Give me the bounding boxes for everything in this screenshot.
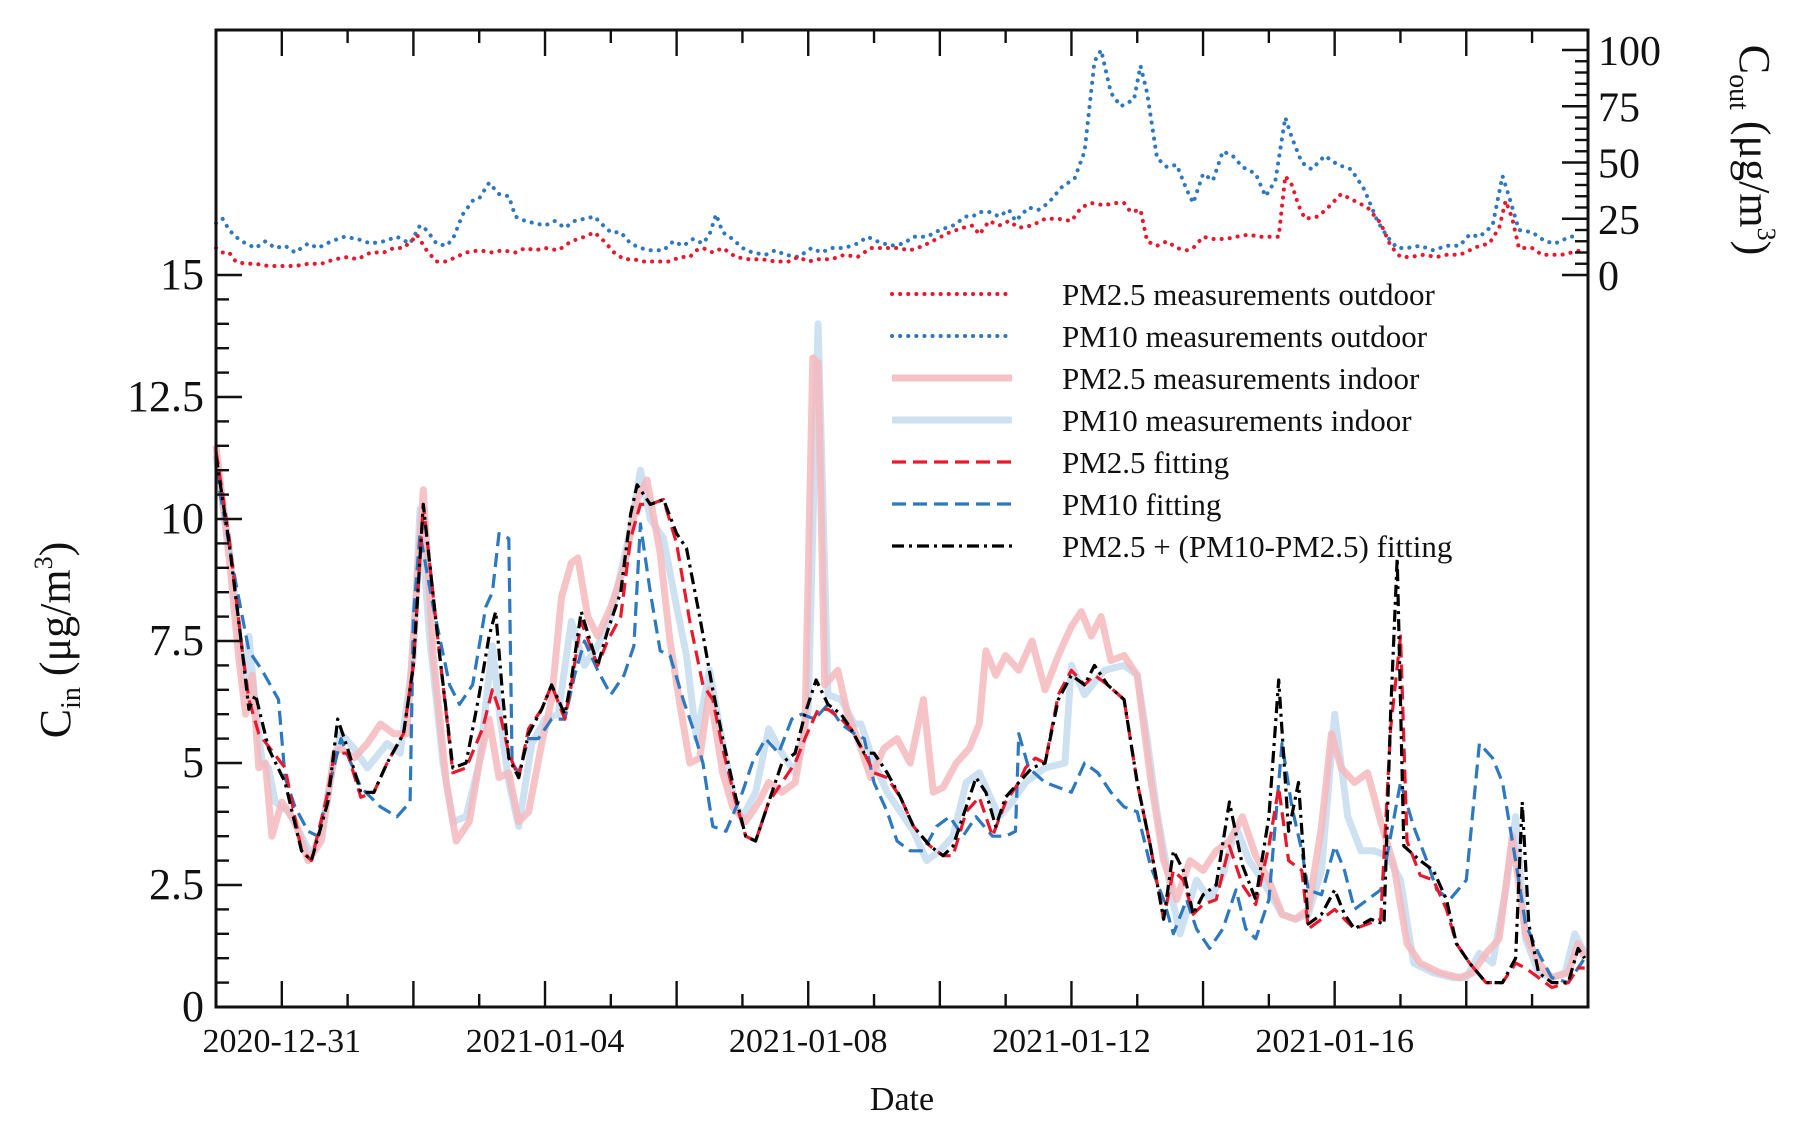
legend-label-sum_fit: PM2.5 + (PM10-PM2.5) fitting <box>1062 529 1452 564</box>
y-axis-right-title: Cout (μg/m3) <box>1723 45 1781 256</box>
axis-ticks <box>216 30 1588 1009</box>
series-pm10_fit <box>214 469 1587 985</box>
series-pm25_in <box>212 354 1588 982</box>
y-right-main: C <box>1730 45 1779 74</box>
y-left-tick-label: 15 <box>160 250 204 299</box>
legend-label-pm10_fit: PM10 fitting <box>1062 487 1221 522</box>
y-right-unit: (μg/m <box>1730 110 1779 228</box>
x-tick-label: 2021-01-08 <box>729 1023 888 1060</box>
series-sum_fit <box>214 455 1587 985</box>
y-right-sub: out <box>1723 74 1754 110</box>
legend-label-pm25_in: PM2.5 measurements indoor <box>1062 361 1420 396</box>
series-layer <box>212 48 1588 990</box>
y-left-tick-label: 7.5 <box>149 616 204 665</box>
y-left-close: ) <box>31 542 80 557</box>
y-right-tick-label: 75 <box>1598 85 1640 131</box>
legend-label-pm10_in: PM10 measurements indoor <box>1062 403 1412 438</box>
x-tick-label: 2021-01-12 <box>992 1023 1151 1060</box>
y-right-close: ) <box>1730 241 1779 256</box>
y-right-sup: 3 <box>1752 228 1781 241</box>
x-tick-label: 2021-01-16 <box>1255 1023 1414 1060</box>
legend: PM2.5 measurements outdoor PM10 measureme… <box>890 277 1452 564</box>
x-tick-label: 2020-12-31 <box>202 1023 361 1060</box>
y-left-tick-label: 5 <box>182 738 204 787</box>
y-left-tick-label: 12.5 <box>127 372 204 421</box>
legend-label-pm10_out: PM10 measurements outdoor <box>1062 319 1428 354</box>
y-left-sub: in <box>56 687 87 709</box>
x-tick-label: 2021-01-04 <box>466 1023 625 1060</box>
y-left-main: C <box>31 709 80 738</box>
x-axis-title: Date <box>870 1081 934 1118</box>
series-pm25_out <box>214 174 1584 268</box>
axis-tick-labels: 2020-12-31 2021-01-04 2021-01-08 2021-01-12… <box>127 29 1661 1060</box>
y-left-tick-label: 2.5 <box>149 860 204 909</box>
y-left-tick-label: 0 <box>182 982 204 1031</box>
series-pm10_out <box>214 48 1581 259</box>
y-right-tick-label: 0 <box>1598 254 1619 300</box>
y-right-tick-label: 100 <box>1598 29 1661 75</box>
y-axis-left-title: Cin (μg/m3) <box>29 542 87 739</box>
y-right-tick-label: 25 <box>1598 198 1640 244</box>
y-left-sup: 3 <box>29 556 58 569</box>
y-left-tick-label: 10 <box>160 494 204 543</box>
legend-label-pm25_fit: PM2.5 fitting <box>1062 445 1229 480</box>
y-right-tick-label: 50 <box>1598 142 1640 188</box>
legend-label-pm25_out: PM2.5 measurements outdoor <box>1062 277 1435 312</box>
y-left-unit: (μg/m <box>31 569 80 687</box>
